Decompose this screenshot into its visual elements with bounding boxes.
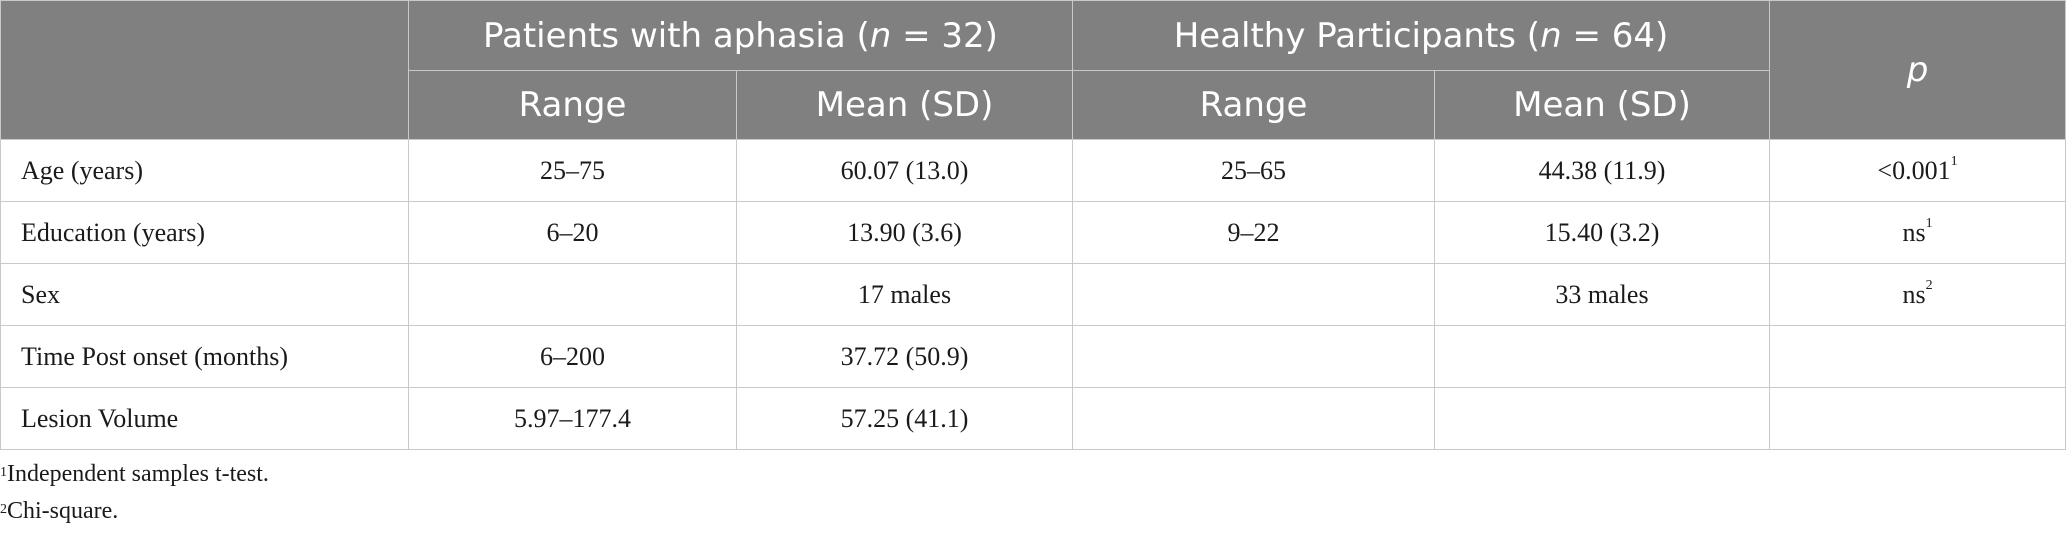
table-row: Sex 17 males 33 males ns2 (0, 263, 2066, 326)
healthy-mean-cell: 15.40 (3.2) (1434, 201, 1770, 264)
header-group-healthy: Healthy Participants (n = 64) (1072, 0, 1770, 71)
p-value-cell: <0.0011 (1769, 139, 2066, 202)
aphasia-range-cell (408, 263, 737, 326)
header-p: p (1769, 0, 2066, 140)
footnote-marker: 1 (1925, 215, 1933, 231)
table-row: Time Post onset (months) 6–200 37.72 (50… (0, 325, 2066, 388)
aphasia-range-cell: 6–200 (408, 325, 737, 388)
healthy-range-cell (1072, 387, 1435, 450)
header-aphasia-range: Range (408, 70, 737, 140)
aphasia-mean-cell: 37.72 (50.9) (736, 325, 1073, 388)
healthy-range-cell (1072, 325, 1435, 388)
healthy-mean-cell (1434, 325, 1770, 388)
row-label: Age (years) (0, 139, 409, 202)
footnote: 1Independent samples t-test. (0, 461, 269, 487)
p-value-cell: ns2 (1769, 263, 2066, 326)
table-row: Lesion Volume 5.97–177.4 57.25 (41.1) (0, 387, 2066, 450)
footnote-marker: 2 (1925, 277, 1933, 293)
header-group-aphasia: Patients with aphasia (n = 32) (408, 0, 1073, 71)
footnote-marker: 1 (1950, 153, 1958, 169)
footnote: 2Chi-square. (0, 498, 119, 524)
healthy-range-cell: 25–65 (1072, 139, 1435, 202)
aphasia-range-cell: 25–75 (408, 139, 737, 202)
header-blank (0, 0, 409, 140)
p-value-cell: ns1 (1769, 201, 2066, 264)
table-row: Age (years) 25–75 60.07 (13.0) 25–65 44.… (0, 139, 2066, 202)
header-healthy-range: Range (1072, 70, 1435, 140)
row-label: Education (years) (0, 201, 409, 264)
row-label: Time Post onset (months) (0, 325, 409, 388)
aphasia-mean-cell: 60.07 (13.0) (736, 139, 1073, 202)
p-value-cell (1769, 387, 2066, 450)
healthy-mean-cell: 44.38 (11.9) (1434, 139, 1770, 202)
p-value-cell (1769, 325, 2066, 388)
healthy-mean-cell: 33 males (1434, 263, 1770, 326)
aphasia-range-cell: 5.97–177.4 (408, 387, 737, 450)
aphasia-range-cell: 6–20 (408, 201, 737, 264)
row-label: Sex (0, 263, 409, 326)
header-aphasia-mean: Mean (SD) (736, 70, 1073, 140)
table-row: Education (years) 6–20 13.90 (3.6) 9–22 … (0, 201, 2066, 264)
header-row-sub: Range Mean (SD) Range Mean (SD) (1, 70, 2066, 140)
footnote-mark: 2 (0, 502, 7, 517)
aphasia-mean-cell: 17 males (736, 263, 1073, 326)
row-label: Lesion Volume (0, 387, 409, 450)
healthy-mean-cell (1434, 387, 1770, 450)
header-row-groups: Patients with aphasia (n = 32) Healthy P… (0, 0, 2066, 140)
healthy-range-cell (1072, 263, 1435, 326)
table-footnotes: 1Independent samples t-test. 2Chi-square… (0, 456, 2067, 530)
footnote-mark: 1 (0, 465, 7, 480)
aphasia-mean-cell: 13.90 (3.6) (736, 201, 1073, 264)
demographics-table: Patients with aphasia (n = 32) Healthy P… (0, 0, 2066, 450)
healthy-range-cell: 9–22 (1072, 201, 1435, 264)
aphasia-mean-cell: 57.25 (41.1) (736, 387, 1073, 450)
header-healthy-mean: Mean (SD) (1434, 70, 1770, 140)
